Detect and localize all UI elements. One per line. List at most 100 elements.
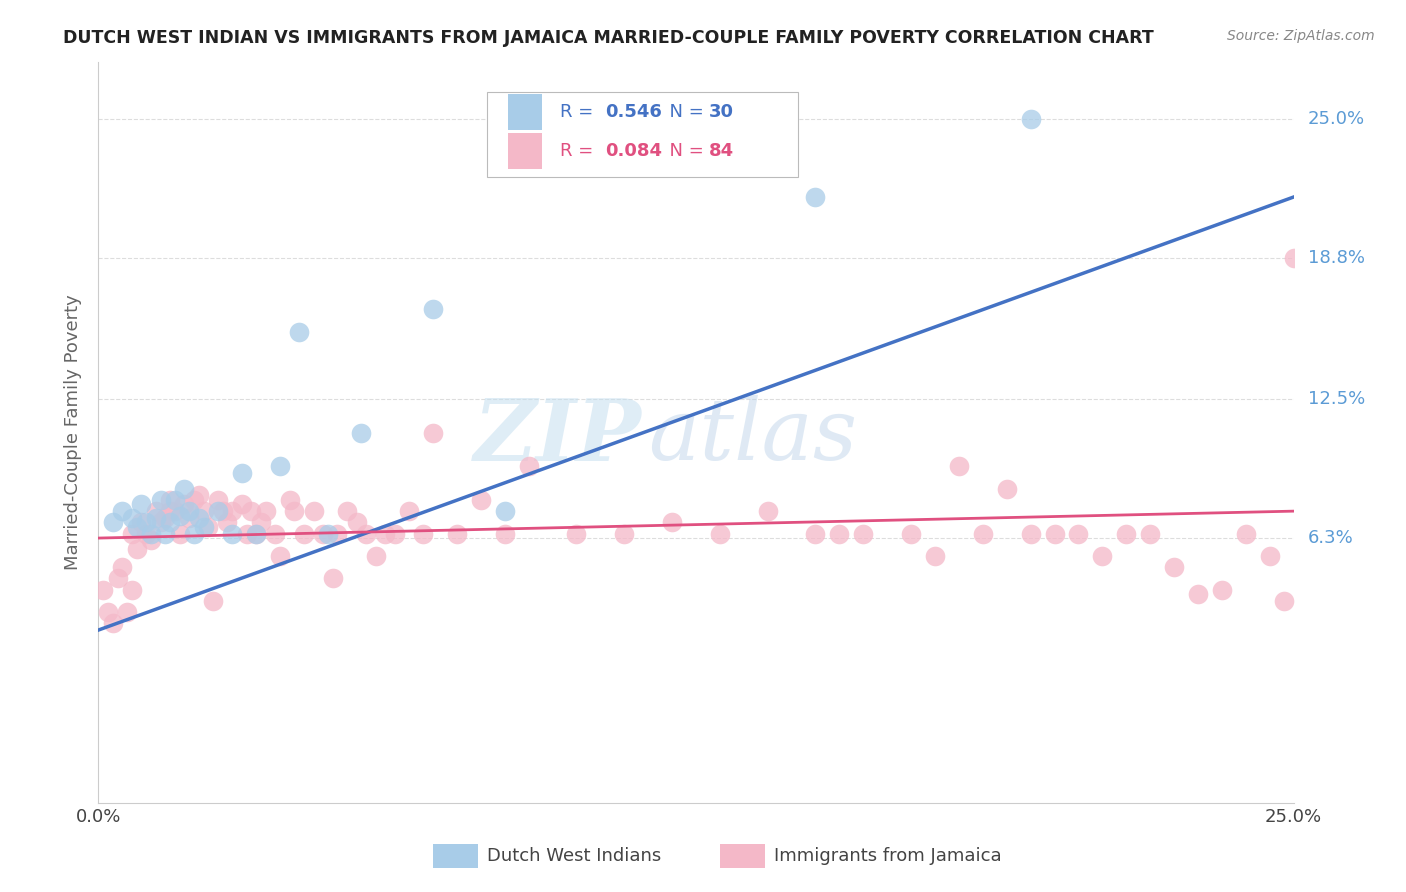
Point (173, 497, 195, 511)
Point (1091, 549, 1114, 563)
Point (384, 526, 406, 541)
Point (709, 526, 731, 541)
Point (494, 504, 516, 518)
Point (183, 492, 205, 507)
Text: R =: R = (560, 103, 599, 120)
Point (264, 526, 287, 541)
Point (121, 582, 143, 597)
Point (101, 616, 124, 631)
Point (422, 302, 444, 317)
Text: N =: N = (658, 142, 709, 160)
Point (135, 526, 157, 541)
Point (91, 582, 114, 597)
Point (302, 504, 325, 518)
Point (131, 497, 153, 511)
Point (354, 526, 377, 541)
Point (211, 504, 233, 518)
Text: Dutch West Indians: Dutch West Indians (486, 847, 661, 865)
Point (121, 526, 143, 541)
Point (565, 526, 588, 541)
Text: 6.3%: 6.3% (1308, 529, 1354, 547)
Point (852, 526, 875, 541)
Point (145, 511, 167, 525)
Point (1139, 526, 1161, 541)
Point (169, 508, 191, 523)
Point (187, 511, 209, 525)
Point (245, 526, 267, 541)
Point (948, 459, 970, 474)
Point (221, 526, 243, 541)
Point (155, 511, 177, 525)
FancyBboxPatch shape (486, 92, 797, 178)
Point (1115, 526, 1137, 541)
FancyBboxPatch shape (433, 844, 478, 868)
Point (131, 516, 153, 530)
Point (183, 526, 205, 541)
FancyBboxPatch shape (720, 844, 765, 868)
Point (155, 526, 177, 541)
Point (422, 425, 444, 440)
Point (111, 560, 134, 574)
Point (278, 492, 301, 507)
Point (111, 504, 134, 518)
Point (135, 516, 157, 530)
Point (336, 504, 359, 518)
Point (245, 526, 267, 541)
Point (221, 504, 243, 518)
Point (217, 516, 239, 530)
Point (316, 526, 339, 541)
Point (517, 459, 540, 474)
Text: atlas: atlas (648, 395, 858, 477)
Text: ZIP: ZIP (474, 394, 643, 478)
Point (1067, 526, 1090, 541)
Point (207, 504, 229, 518)
Point (312, 526, 335, 541)
Point (179, 511, 201, 525)
Point (179, 504, 201, 518)
Text: Immigrants from Jamaica: Immigrants from Jamaica (773, 847, 1001, 865)
Point (292, 526, 315, 541)
Point (97, 605, 120, 619)
Point (398, 504, 420, 518)
Point (193, 504, 215, 518)
Text: 18.8%: 18.8% (1308, 249, 1365, 267)
Text: N =: N = (658, 103, 709, 120)
Point (269, 549, 291, 563)
Point (804, 526, 827, 541)
Point (972, 526, 994, 541)
Point (350, 425, 373, 440)
Point (412, 526, 434, 541)
Point (159, 492, 181, 507)
Point (1211, 582, 1233, 597)
Point (924, 549, 946, 563)
Point (374, 526, 396, 541)
Text: DUTCH WEST INDIAN VS IMMIGRANTS FROM JAMAICA MARRIED-COUPLE FAMILY POVERTY CORRE: DUTCH WEST INDIAN VS IMMIGRANTS FROM JAM… (63, 29, 1154, 46)
Point (231, 497, 253, 511)
Point (1272, 594, 1295, 608)
Point (269, 459, 291, 474)
Text: 0.546: 0.546 (605, 103, 662, 120)
Point (326, 526, 349, 541)
Point (115, 605, 138, 619)
Point (235, 526, 257, 541)
Point (231, 466, 253, 480)
Point (139, 533, 162, 548)
Point (159, 516, 181, 530)
Point (149, 492, 172, 507)
Point (346, 516, 368, 530)
Point (101, 516, 124, 530)
Point (1282, 251, 1305, 265)
Point (173, 482, 195, 496)
Point (828, 526, 851, 541)
Point (661, 516, 683, 530)
Point (187, 488, 209, 502)
Text: R =: R = (560, 142, 599, 160)
Point (1187, 587, 1209, 601)
Point (207, 492, 229, 507)
Point (202, 594, 225, 608)
Point (169, 526, 191, 541)
Point (139, 526, 162, 541)
Point (613, 526, 636, 541)
Point (1019, 526, 1042, 541)
Point (125, 520, 148, 534)
